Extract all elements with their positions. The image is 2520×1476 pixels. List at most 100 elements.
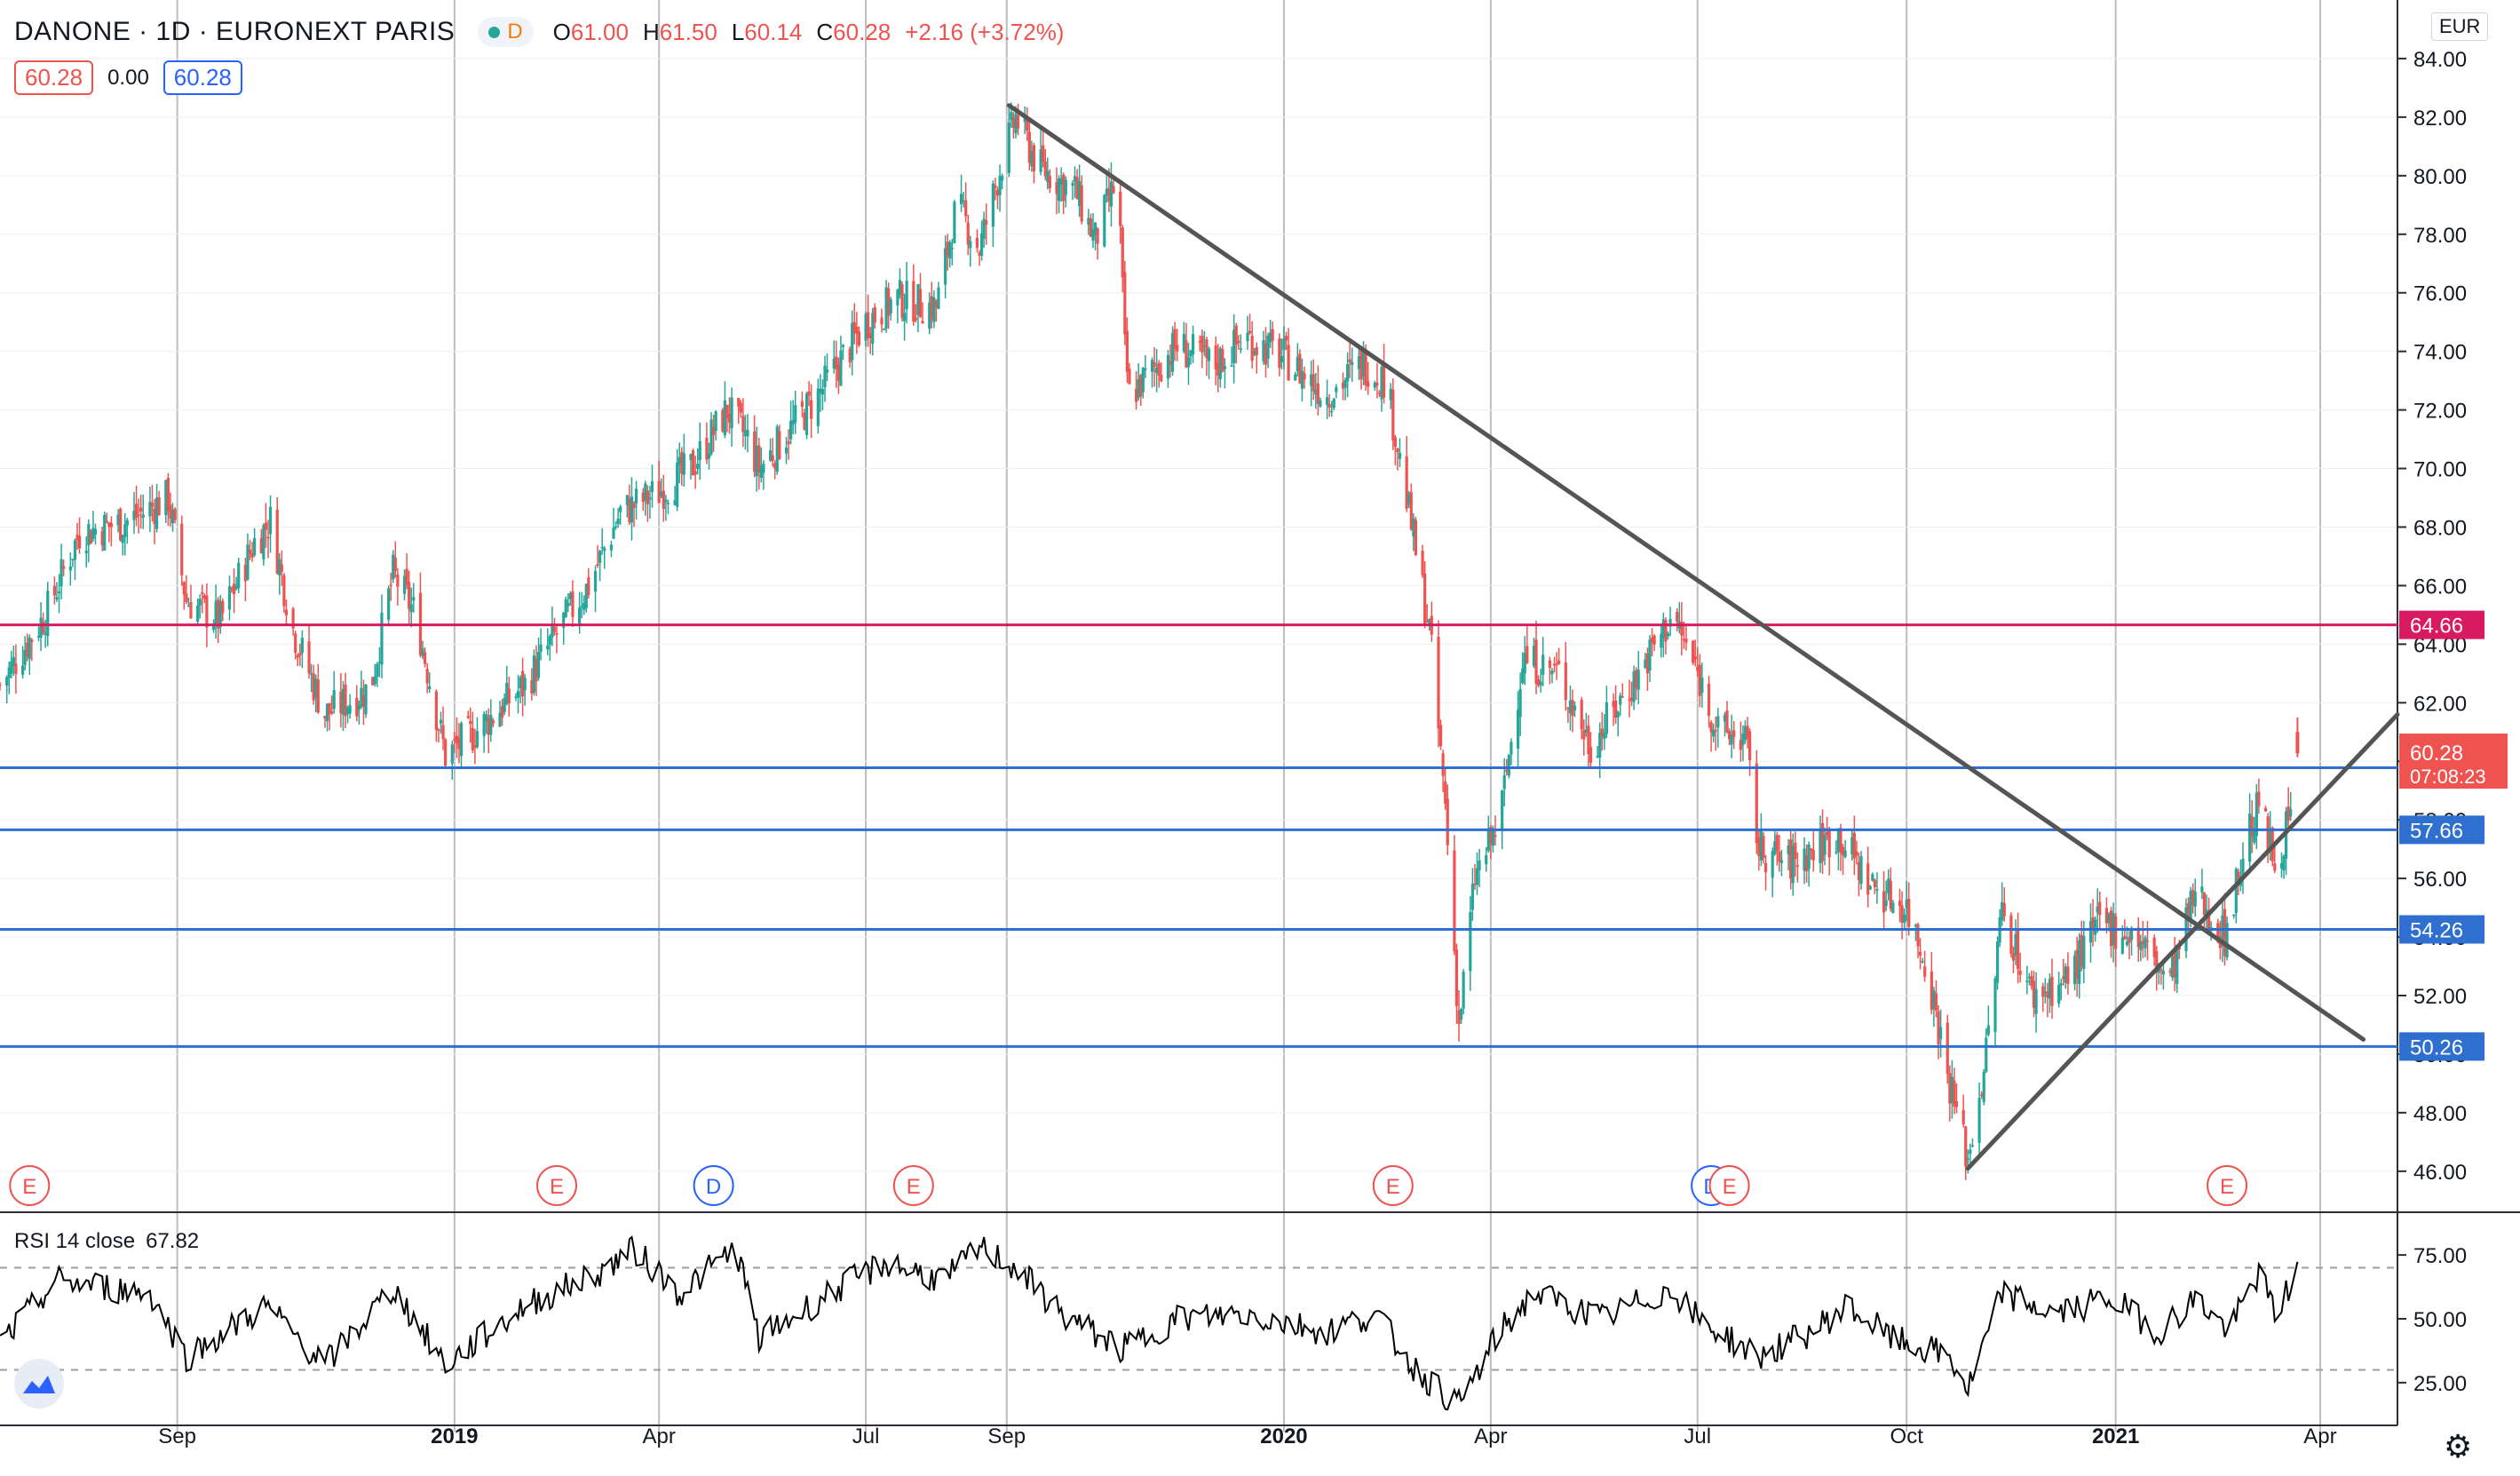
candle-body (1407, 493, 1411, 504)
candle-body (282, 575, 286, 607)
candle-body (153, 508, 156, 524)
candle-body (521, 671, 525, 697)
candle-body (491, 720, 495, 724)
candle-body (1314, 390, 1318, 395)
candle-body (1934, 993, 1938, 1011)
candle-body (1664, 620, 1668, 642)
candle-body (268, 506, 273, 535)
candle-body (1351, 361, 1354, 366)
candle-body (1153, 361, 1156, 368)
candle-body (1107, 187, 1111, 202)
y-tick-label: 66.00 (2413, 575, 2467, 599)
candle-body (1478, 861, 1481, 870)
candle-body (1207, 348, 1211, 361)
events-toggle[interactable]: D (478, 17, 534, 47)
candle-body (884, 287, 888, 329)
spread-value: 0.00 (107, 65, 149, 90)
candle-body (1282, 338, 1286, 351)
candle-body (600, 546, 604, 549)
candle-body (1619, 695, 1622, 705)
candle-body (310, 673, 313, 675)
change-value: +2.16 (+3.72%) (905, 18, 1065, 45)
candle-body (1155, 368, 1159, 373)
candle-body (84, 551, 88, 554)
candle-body (1343, 379, 1347, 388)
candle-body (132, 511, 136, 520)
candle-body (1807, 844, 1811, 869)
candle-body (2248, 813, 2252, 862)
candle-body (2072, 956, 2077, 985)
close-value: 60.28 (833, 18, 892, 45)
candle-body (218, 601, 222, 627)
sell-price-box[interactable]: 60.28 (14, 60, 94, 95)
candle-body (2139, 941, 2143, 950)
symbol-title[interactable]: DANONE · 1D · EURONEXT PARIS (14, 17, 456, 46)
candle-body (1109, 181, 1113, 207)
price-level-tag (2399, 610, 2484, 639)
candle-body (2057, 984, 2061, 1004)
candle-body (2237, 871, 2240, 884)
candle-body (278, 559, 281, 575)
candle-body (2011, 953, 2016, 961)
candle-body (978, 252, 981, 257)
rsi-title[interactable]: RSI 14 close (14, 1229, 136, 1253)
candle-body (0, 684, 2, 686)
candle-body (841, 345, 845, 347)
candle-body (1568, 700, 1573, 714)
candle-body (1128, 369, 1131, 385)
candle-body (2075, 949, 2079, 979)
candle-body (741, 416, 745, 432)
candle-body (1380, 367, 1383, 400)
candle-body (1332, 399, 1335, 409)
currency-label[interactable]: EUR (2431, 12, 2489, 41)
candle-body (1310, 374, 1313, 386)
candle-body (530, 679, 534, 694)
candle-body (1732, 730, 1736, 737)
candle-body (2082, 936, 2086, 970)
candle-body (357, 705, 361, 710)
gear-icon[interactable]: ⚙ (2444, 1428, 2473, 1464)
candle-body (246, 544, 250, 580)
candle-body (1964, 1126, 1968, 1167)
candle-body (453, 739, 456, 741)
candle-body (1198, 340, 1201, 343)
candle-body (250, 553, 254, 558)
candle-body (1462, 972, 1465, 1009)
candle-body (459, 723, 464, 757)
candle-body (1437, 636, 1440, 729)
candle-body (562, 612, 566, 628)
candle-body (568, 592, 572, 599)
dividend-marker (693, 1165, 734, 1206)
rsi-line (0, 1235, 2299, 1411)
candle-body (1550, 671, 1554, 675)
tradingview-logo-icon[interactable] (14, 1359, 64, 1409)
candle-body (787, 440, 790, 445)
candle-body (150, 503, 155, 507)
candle-body (1284, 336, 1288, 341)
candle-body (2161, 971, 2165, 975)
candle-body (87, 524, 91, 546)
candle-body (7, 667, 11, 678)
candle-body (2175, 944, 2179, 984)
candle-body (185, 593, 188, 602)
candle-body (1494, 835, 1497, 837)
candle-body (896, 290, 899, 306)
buy-price-box[interactable]: 60.28 (162, 60, 242, 95)
candle-body (2050, 976, 2054, 1006)
candle-body (1064, 179, 1067, 195)
candle-body (1062, 174, 1066, 202)
candle-body (1473, 883, 1477, 885)
candle-body (2128, 937, 2131, 943)
x-tick-label: 2021 (2092, 1424, 2139, 1448)
candle-body (584, 583, 588, 608)
candle-body (2120, 937, 2124, 954)
y-tick-label: 74.00 (2413, 341, 2467, 365)
y-tick-label: 76.00 (2413, 282, 2467, 306)
candle-body (1507, 755, 1510, 776)
earnings-marker (1372, 1165, 1414, 1206)
candle-body (23, 649, 27, 665)
candle-body (975, 237, 979, 249)
candle-body (712, 426, 716, 436)
candle-body (864, 313, 868, 341)
